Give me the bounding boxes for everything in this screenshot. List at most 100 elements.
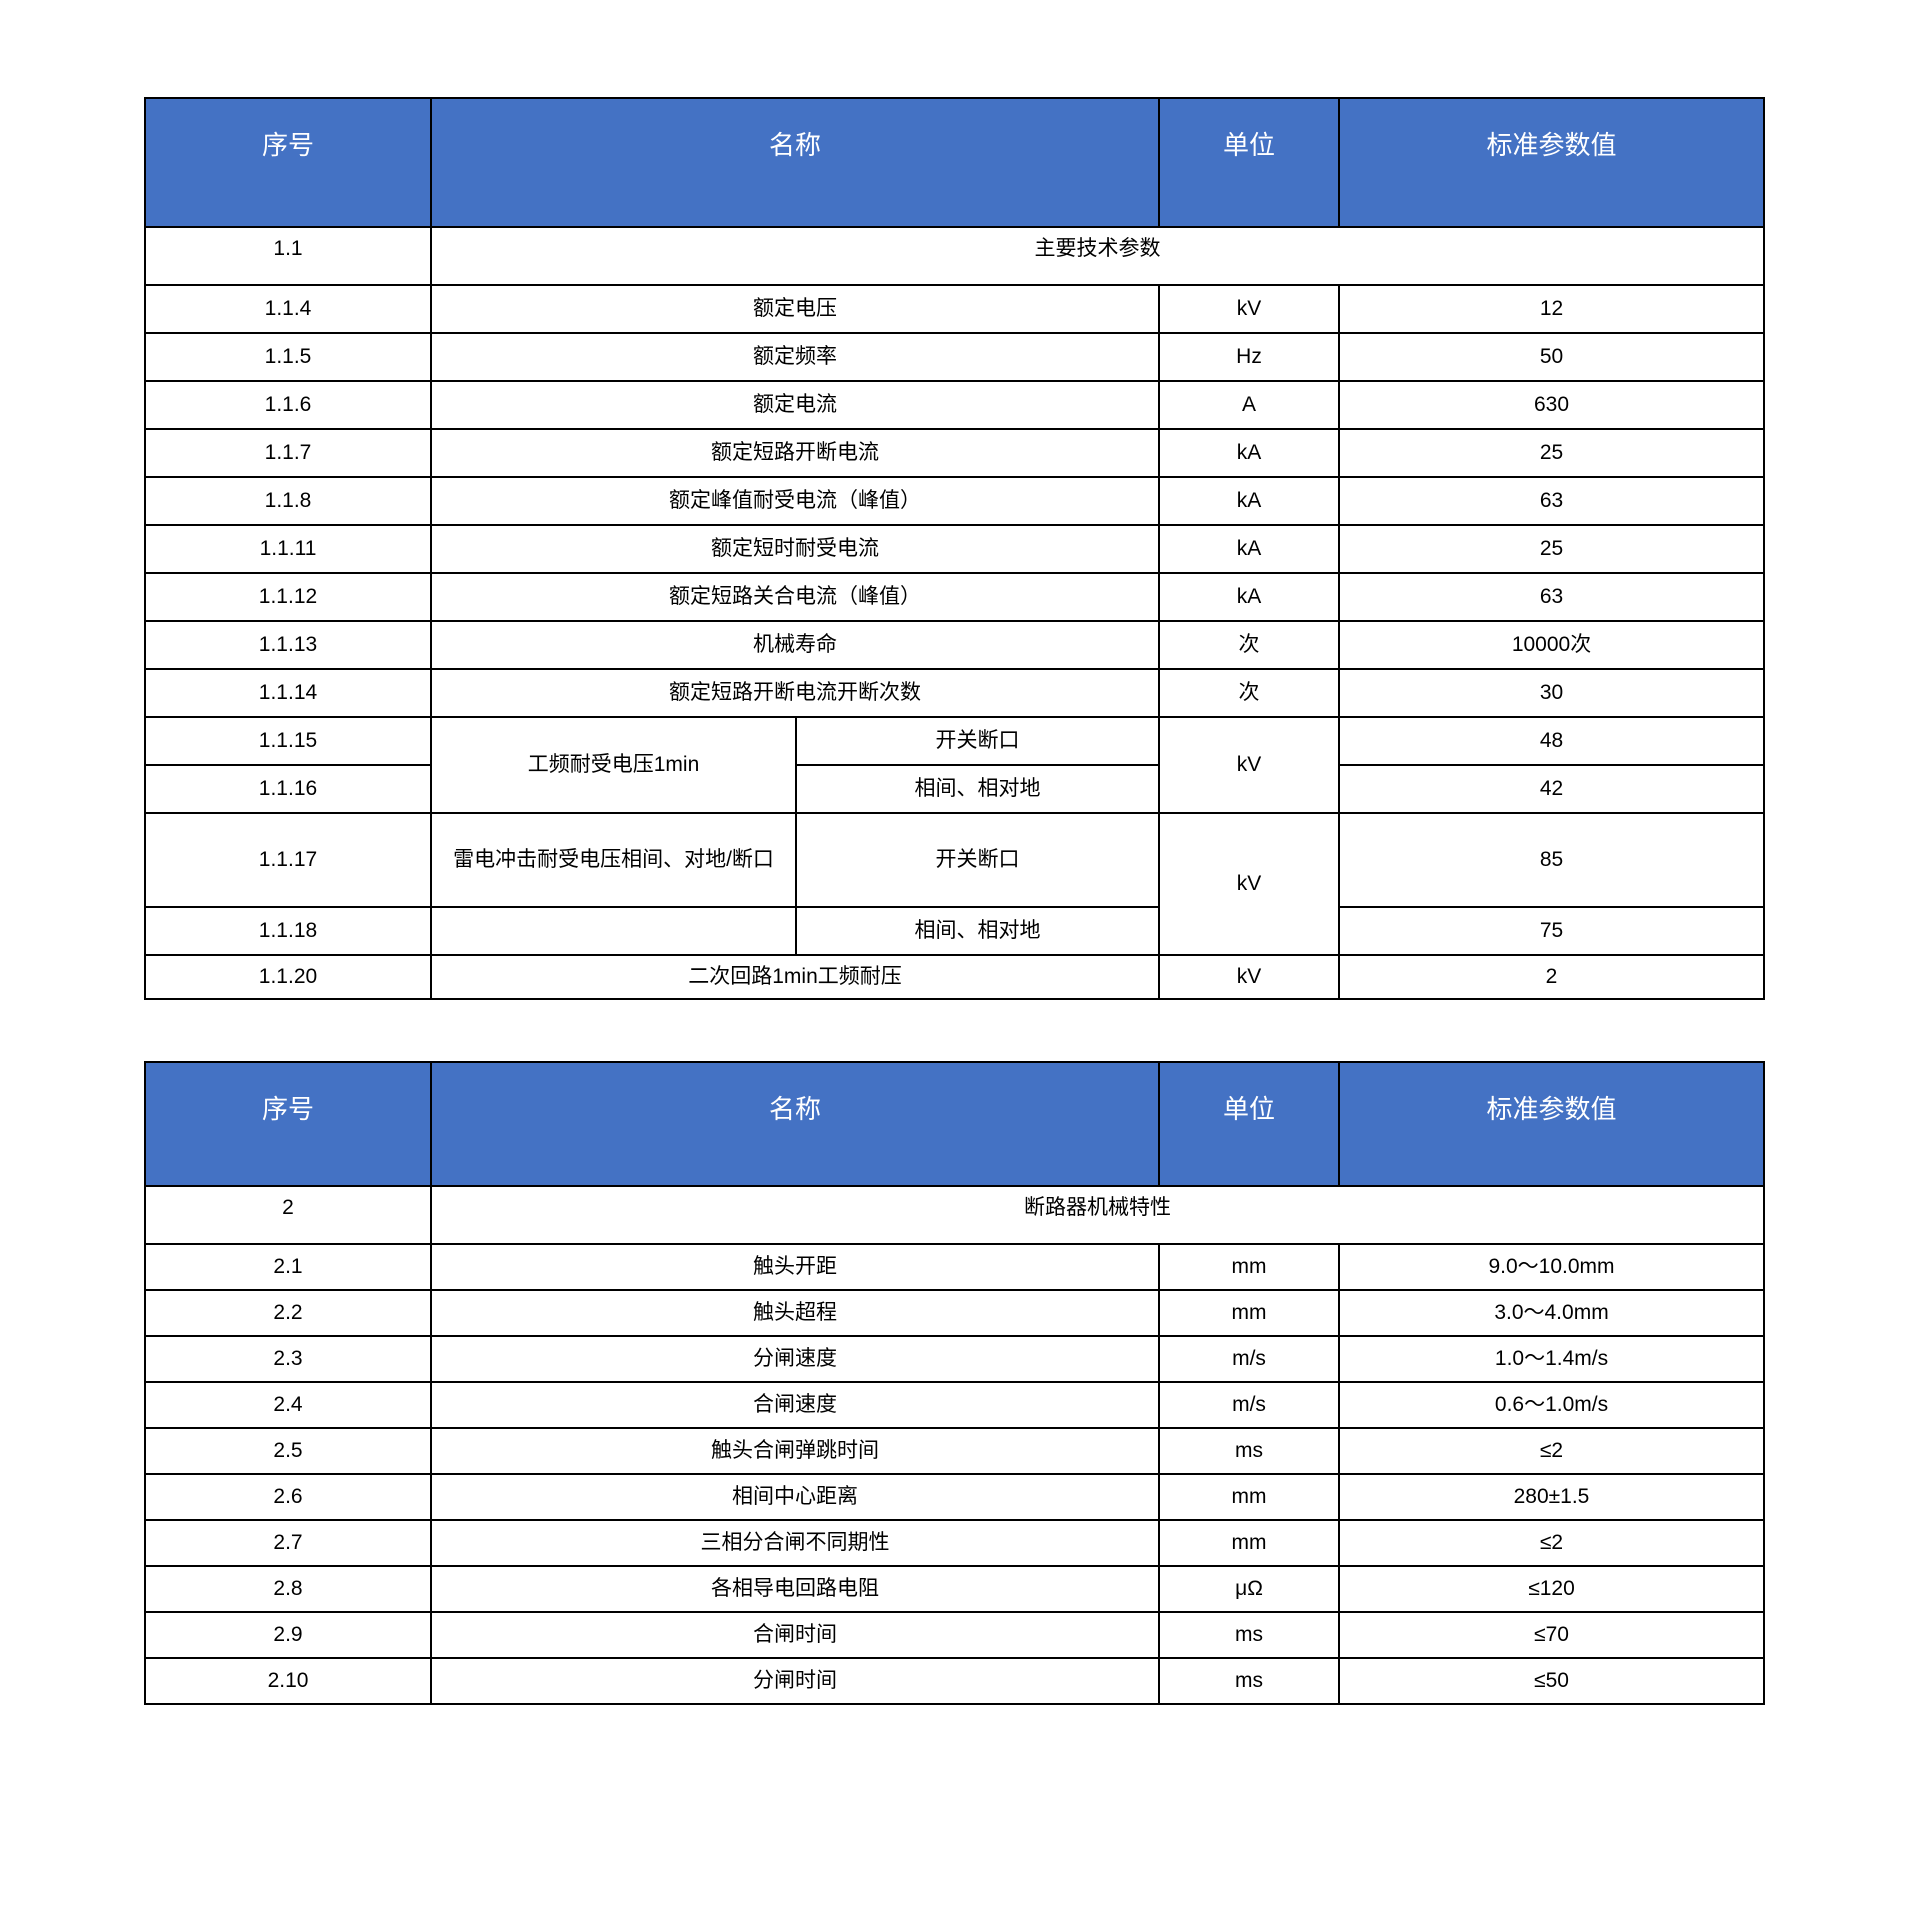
row-name-cell: 机械寿命 bbox=[429, 620, 1161, 670]
row-unit-cell: mm bbox=[1158, 1243, 1340, 1291]
row-no-cell: 1.1.20 bbox=[144, 954, 432, 1000]
row-unit-cell: ms bbox=[1158, 1427, 1340, 1475]
row-no-cell: 1.1.6 bbox=[144, 380, 432, 430]
row-name-cell: 各相导电回路电阻 bbox=[430, 1565, 1160, 1613]
table-row: 1.1.6 额定电流 A 630 bbox=[144, 380, 1766, 430]
row-no-cell: 1.1.14 bbox=[144, 668, 432, 718]
row-no-cell: 2.4 bbox=[144, 1381, 432, 1429]
table-row: 1.1.11 额定短时耐受电流 kA 25 bbox=[144, 524, 1766, 574]
table2-header-unit: 单位 bbox=[1158, 1061, 1340, 1187]
row-no-cell: 1.1.8 bbox=[144, 476, 432, 526]
row-name-cell: 相间中心距离 bbox=[430, 1473, 1160, 1521]
row-value-cell: 25 bbox=[1338, 524, 1766, 574]
table-row: 2.4 合闸速度 m/s 0.6～1.0m/s bbox=[144, 1381, 1765, 1429]
row-value-cell: 50 bbox=[1338, 332, 1766, 382]
row-value-cell: 75 bbox=[1338, 906, 1766, 956]
row-scope-cell: 相间、相对地 bbox=[794, 906, 1161, 956]
row-no-cell: 1.1.18 bbox=[144, 906, 432, 956]
table2-header-name: 名称 bbox=[430, 1061, 1160, 1187]
table1-header-row: 序号 名称 单位 标准参数值 bbox=[144, 97, 1766, 228]
row-unit-cell: A bbox=[1158, 380, 1341, 430]
table1-header-no: 序号 bbox=[144, 97, 432, 228]
row-value-cell: 630 bbox=[1338, 380, 1766, 430]
row-unit-cell: kV bbox=[1158, 284, 1341, 334]
row-value-cell: 2 bbox=[1338, 954, 1766, 1000]
row-value-cell: 1.0～1.4m/s bbox=[1338, 1335, 1765, 1383]
row-value-cell: 280±1.5 bbox=[1338, 1473, 1765, 1521]
row-no-cell: 1.1.12 bbox=[144, 572, 432, 622]
row-unit-cell: kV bbox=[1158, 954, 1341, 1000]
row-no-cell: 2.3 bbox=[144, 1335, 432, 1383]
row-value-cell: 25 bbox=[1338, 428, 1766, 478]
table-row-power-freq-b: 1.1.16 相间、相对地 42 bbox=[144, 764, 1766, 814]
table-row: 1.1.8 额定峰值耐受电流（峰值） kA 63 bbox=[144, 476, 1766, 526]
row-value-cell: 9.0～10.0mm bbox=[1338, 1243, 1765, 1291]
row-unit-cell: Hz bbox=[1158, 332, 1341, 382]
row-no-cell: 1.1.16 bbox=[144, 764, 432, 814]
row-unit-cell: kV bbox=[1158, 812, 1341, 956]
row-no-cell: 1.1.7 bbox=[144, 428, 432, 478]
row-unit-cell: 次 bbox=[1158, 620, 1341, 670]
row-name-cell: 触头超程 bbox=[430, 1289, 1160, 1337]
table-row-lightning-a: 1.1.17 雷电冲击耐受电压相间、对地/断口 开关断口 kV 85 bbox=[144, 812, 1766, 956]
table-row: 2.5 触头合闸弹跳时间 ms ≤2 bbox=[144, 1427, 1765, 1475]
row-value-cell: 12 bbox=[1338, 284, 1766, 334]
row-unit-cell: kA bbox=[1158, 476, 1341, 526]
row-unit-cell: m/s bbox=[1158, 1381, 1340, 1429]
row-unit-cell: 次 bbox=[1158, 668, 1341, 718]
row-value-cell: ≤50 bbox=[1338, 1657, 1765, 1705]
row-no-cell: 1.1.17 bbox=[144, 812, 432, 908]
table1-header-unit: 单位 bbox=[1158, 97, 1341, 228]
row-unit-cell: kA bbox=[1158, 428, 1341, 478]
table-row: 1.1.4 额定电压 kV 12 bbox=[144, 284, 1766, 334]
row-no-cell: 2.9 bbox=[144, 1611, 432, 1659]
row-name-cell: 分闸时间 bbox=[430, 1657, 1160, 1705]
row-no-cell: 1.1.11 bbox=[144, 524, 432, 574]
row-value-cell: ≤120 bbox=[1338, 1565, 1765, 1613]
row-unit-cell: mm bbox=[1158, 1289, 1340, 1337]
table-row: 1.1.13 机械寿命 次 10000次 bbox=[144, 620, 1766, 670]
row-name-cell: 合闸时间 bbox=[430, 1611, 1160, 1659]
row-no-cell: 2.2 bbox=[144, 1289, 432, 1337]
table-row-lightning-b: 1.1.18 相间、相对地 75 bbox=[144, 906, 1766, 956]
row-unit-cell: ms bbox=[1158, 1657, 1340, 1705]
table-row: 2.1 触头开距 mm 9.0～10.0mm bbox=[144, 1243, 1765, 1291]
main-technical-parameters-table: 序号 名称 单位 标准参数值 1.1 主要技术参数 1.1.4 额定电压 kV … bbox=[144, 97, 1766, 1000]
row-name-cell: 额定峰值耐受电流（峰值） bbox=[429, 476, 1161, 526]
table-row-power-freq-a: 1.1.15 工频耐受电压1min 开关断口 kV 48 bbox=[144, 716, 1766, 814]
row-no-cell: 2.8 bbox=[144, 1565, 432, 1613]
row-no-cell: 1.1.4 bbox=[144, 284, 432, 334]
table-row: 2.8 各相导电回路电阻 μΩ ≤120 bbox=[144, 1565, 1765, 1613]
table-row: 2.2 触头超程 mm 3.0～4.0mm bbox=[144, 1289, 1765, 1337]
section-no-cell: 2 bbox=[144, 1185, 432, 1245]
row-no-cell: 2.6 bbox=[144, 1473, 432, 1521]
row-group-name-cell: 工频耐受电压1min bbox=[430, 716, 797, 814]
row-value-cell: 85 bbox=[1338, 812, 1766, 908]
row-name-cell: 分闸速度 bbox=[430, 1335, 1160, 1383]
row-unit-cell: m/s bbox=[1158, 1335, 1340, 1383]
row-unit-cell: ms bbox=[1158, 1611, 1340, 1659]
table-row: 1.1.5 额定频率 Hz 50 bbox=[144, 332, 1766, 382]
row-value-cell: 42 bbox=[1338, 764, 1766, 814]
row-unit-cell: mm bbox=[1158, 1519, 1340, 1567]
section-title-cell: 主要技术参数 bbox=[429, 226, 1766, 286]
row-name-cell: 额定电流 bbox=[429, 380, 1161, 430]
row-name-cell: 额定频率 bbox=[429, 332, 1161, 382]
row-group-name-cell: 雷电冲击耐受电压相间、对地/断口 bbox=[430, 812, 797, 908]
row-no-cell: 1.1.5 bbox=[144, 332, 432, 382]
row-scope-cell: 开关断口 bbox=[794, 812, 1161, 908]
row-name-cell: 额定短路开断电流开断次数 bbox=[429, 668, 1161, 718]
table-row: 1.1.20 二次回路1min工频耐压 kV 2 bbox=[144, 954, 1766, 1000]
row-name-cell: 触头开距 bbox=[430, 1243, 1160, 1291]
row-scope-cell: 开关断口 bbox=[794, 716, 1161, 766]
row-unit-cell: kA bbox=[1158, 572, 1341, 622]
row-name-cell: 额定短时耐受电流 bbox=[429, 524, 1161, 574]
row-name-cell: 额定电压 bbox=[429, 284, 1161, 334]
breaker-mechanical-characteristics-table: 序号 名称 单位 标准参数值 2 断路器机械特性 2.1 触头开距 mm 9.0… bbox=[144, 1061, 1765, 1705]
table-row: 1.1.12 额定短路关合电流（峰值） kA 63 bbox=[144, 572, 1766, 622]
table1-header-value: 标准参数值 bbox=[1338, 97, 1766, 228]
table-row: 2.7 三相分合闸不同期性 mm ≤2 bbox=[144, 1519, 1765, 1567]
table-row: 1.1.7 额定短路开断电流 kA 25 bbox=[144, 428, 1766, 478]
section-title-cell: 断路器机械特性 bbox=[430, 1185, 1765, 1245]
row-no-cell: 1.1.15 bbox=[144, 716, 432, 766]
